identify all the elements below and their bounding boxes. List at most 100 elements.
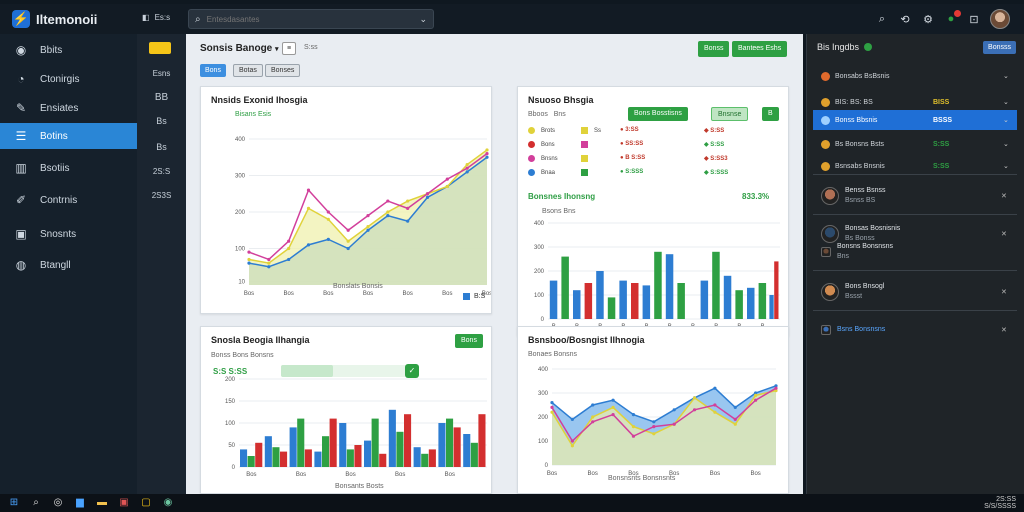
x-tick-label: Bos <box>482 291 491 297</box>
y-tick-label: 200 <box>225 377 236 383</box>
status-dot-icon <box>821 115 830 125</box>
app-icon[interactable]: ▆ <box>76 497 84 508</box>
right-panel-button[interactable]: Bonsss <box>983 41 1016 54</box>
contact-row[interactable]: Bsns Bonsnsns ✕ <box>813 316 1017 344</box>
right-panel-row[interactable]: Bonsabs BsBsnis ⌄ <box>813 66 1017 86</box>
y-tick-label: 200 <box>235 210 246 216</box>
card2-button-c[interactable]: B <box>762 107 779 121</box>
chevron-down-icon[interactable]: ⌄ <box>1003 99 1009 106</box>
x-tick-label: Bos <box>296 472 306 478</box>
legend-mark <box>581 141 588 148</box>
windows-start-icon[interactable]: ⊞ <box>9 497 19 508</box>
x-tick-label: Bos <box>750 471 760 477</box>
rail-item[interactable]: BB <box>154 92 169 103</box>
header-button-1[interactable]: Bantees Eshs <box>732 41 788 57</box>
user-avatar[interactable] <box>990 9 1010 29</box>
check-icon[interactable]: ✓ <box>405 364 419 378</box>
folder-icon[interactable]: ▬ <box>97 497 107 508</box>
data-point <box>550 410 554 414</box>
contact-row[interactable]: Benss Bsnss Bsnss BS ✕ <box>813 182 1017 210</box>
sidebar-item-7[interactable]: ◍ Btangll <box>0 252 137 278</box>
chart-card-2: Nsuoso Bhsgia Bboos Bns Brots Ss Bons Bnsns… <box>517 86 789 336</box>
rail-item[interactable]: 2S:S <box>152 167 171 176</box>
menu-toggle[interactable]: ◧ Es:s <box>142 13 170 22</box>
search-icon[interactable]: ⌕ <box>878 12 886 25</box>
account-icon[interactable]: ⊡ <box>969 13 979 26</box>
bar <box>364 440 372 467</box>
search-box[interactable]: ⌕ ⌄ <box>188 9 434 29</box>
avatar <box>821 283 839 301</box>
sidebar-item-5[interactable]: ✐ Contrnis <box>0 187 137 213</box>
card2-button-a[interactable]: Bons Bosstisns <box>628 107 688 121</box>
contact-info: Benss Bsnss Bsnss BS <box>845 186 1001 206</box>
settings-icon[interactable]: ⚙ <box>923 13 933 26</box>
app-logo[interactable]: ⚡ Iltemonoii <box>12 10 97 28</box>
contact-name: Bonsas Bosnisnis <box>845 225 901 232</box>
search-input[interactable] <box>206 14 414 24</box>
search-icon[interactable]: ⌕ <box>33 497 39 508</box>
system-tray[interactable]: 2S:SS S/S/SSSS <box>984 496 1016 510</box>
chevron-down-icon[interactable]: ⌄ <box>1003 163 1009 170</box>
contact-row[interactable]: Bons Bnsogl Bssst ✕ <box>813 278 1017 306</box>
notification-icon[interactable]: ● <box>944 10 961 25</box>
task-view-icon[interactable]: ◎ <box>53 497 63 508</box>
tab-2[interactable]: Bonses <box>265 64 301 77</box>
contact-row[interactable]: Bonsns Bonsnsns Bns <box>813 238 1017 266</box>
y-tick-label: 0 <box>232 465 236 471</box>
data-point <box>550 405 554 409</box>
toolbar-button[interactable]: ≡ <box>282 42 297 55</box>
rail-item[interactable]: Esns <box>152 69 171 78</box>
right-panel-row[interactable]: Bsnsabs Bnsnis S:SS ⌄ <box>813 156 1017 176</box>
close-icon[interactable]: ✕ <box>1001 193 1007 200</box>
tab-1[interactable]: Botas <box>233 64 263 77</box>
sidebar-item-4[interactable]: ▥ Bsotiis <box>0 155 137 181</box>
status-icon <box>864 43 873 51</box>
rail-item[interactable]: Bs <box>156 116 167 126</box>
chevron-down-icon[interactable]: ⌄ <box>419 13 427 24</box>
stat-item: ● 3:SS <box>620 127 639 133</box>
tab-0[interactable]: Bons <box>200 64 226 77</box>
card-title: Nsuoso Bhsgia <box>528 95 594 105</box>
close-icon[interactable]: ✕ <box>1001 327 1007 334</box>
card2-button-b[interactable]: Bnsnse <box>711 107 749 121</box>
page-title: Sonsis Banoge ▾ <box>200 43 279 54</box>
chevron-down-icon[interactable]: ▾ <box>275 46 279 53</box>
stat-item: ● B S:SS <box>620 155 646 161</box>
rail-item[interactable]: 2S3S <box>151 191 172 200</box>
right-panel-row[interactable]: Bonss Bbsnis BSSS ⌄ <box>813 110 1017 130</box>
bar <box>607 297 616 319</box>
card3-button[interactable]: Bons <box>455 334 483 348</box>
bar <box>478 414 486 467</box>
data-point <box>247 250 251 254</box>
y-tick-label: 200 <box>534 269 545 275</box>
chevron-down-icon[interactable]: ⌄ <box>1003 73 1009 80</box>
avatar <box>821 225 839 243</box>
app-icon[interactable]: ▢ <box>141 497 151 508</box>
sidebar-item-2[interactable]: ✎ Ensiates <box>0 95 137 121</box>
close-icon[interactable]: ✕ <box>1001 231 1007 238</box>
rail-badge[interactable] <box>149 42 171 54</box>
rail-item[interactable]: Bs <box>156 142 167 152</box>
data-point <box>287 257 291 262</box>
right-panel-row[interactable]: BIS: BS: BS BISS ⌄ <box>813 92 1017 112</box>
header-button-0[interactable]: Bonss <box>698 41 730 57</box>
table-header-cell: Bns <box>553 111 566 118</box>
y-tick-label: 300 <box>235 174 246 180</box>
chevron-down-icon[interactable]: ⌄ <box>1003 117 1009 124</box>
close-icon[interactable]: ✕ <box>1001 289 1007 296</box>
chevron-down-icon[interactable]: ⌄ <box>1003 141 1009 148</box>
right-panel-row[interactable]: Bs Bonsns Bsts S:SS ⌄ <box>813 134 1017 154</box>
legend-mark <box>581 169 588 176</box>
browser-icon[interactable]: ◉ <box>163 497 173 508</box>
sidebar-item-6[interactable]: ▣ Snosnts <box>0 221 137 247</box>
contact-row[interactable]: Bonsas Bosnisnis Bs Bonss ✕ <box>813 220 1017 248</box>
data-point <box>267 261 271 265</box>
sidebar-item-3[interactable]: ☰ Botins <box>0 123 137 149</box>
link-icon[interactable]: ⟲ <box>900 13 910 26</box>
data-point <box>713 386 717 390</box>
stat-item: ◆ S:SS <box>704 142 725 148</box>
box-icon: ▣ <box>15 227 27 241</box>
sidebar-item-1[interactable]: ◔ Ctonirgis <box>0 66 137 92</box>
sidebar-item-0[interactable]: ◉ Bbits <box>0 37 137 63</box>
app-icon[interactable]: ▣ <box>119 497 129 508</box>
